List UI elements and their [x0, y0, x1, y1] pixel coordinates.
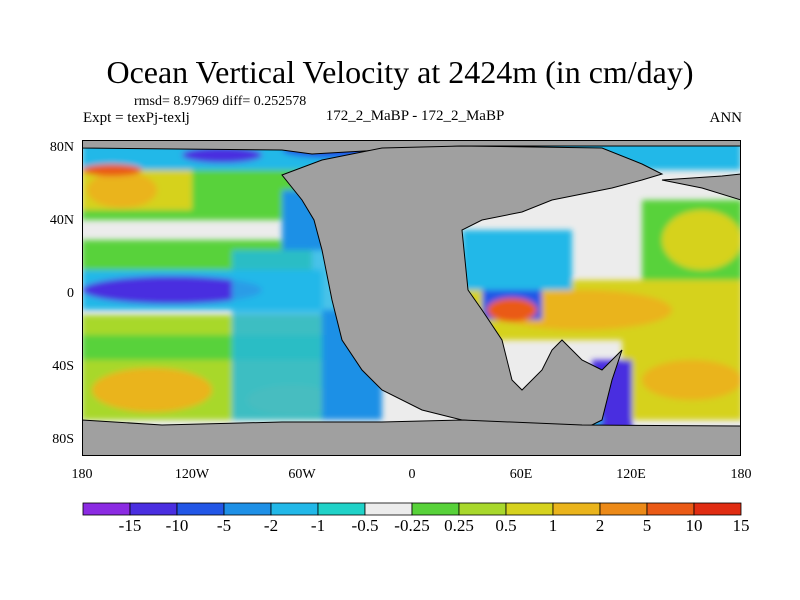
colorbar-swatch	[505, 502, 554, 516]
lon-label-180e: 180	[730, 467, 752, 482]
colorbar-label: -1	[310, 516, 326, 535]
map-frame	[82, 140, 741, 456]
colorbar-swatch	[364, 502, 413, 516]
colorbar-label: 15	[732, 516, 750, 535]
land-masses	[82, 140, 741, 456]
colorbar-swatch	[270, 502, 319, 516]
colorbar-swatch	[646, 502, 695, 516]
lat-label-40n: 40N	[49, 213, 74, 228]
colorbar-swatch	[411, 502, 460, 516]
colorbar-label: -15	[118, 516, 142, 535]
colorbar-swatch	[176, 502, 225, 516]
map-title: Ocean Vertical Velocity at 2424m (in cm/…	[106, 54, 694, 90]
case-label: 172_2_MaBP - 172_2_MaBP	[325, 108, 505, 124]
lat-label-80n: 80N	[49, 140, 74, 155]
colorbar-label: -10	[165, 516, 189, 535]
colorbar-label: 5	[642, 516, 652, 535]
lon-label-120e: 120E	[616, 467, 646, 482]
colorbar-swatch	[552, 502, 601, 516]
stats-label: rmsd= 8.97969 diff= 0.252578	[134, 94, 307, 109]
experiment-label: Expt = texPj-texlj	[83, 110, 190, 126]
lat-label-0: 0	[67, 286, 74, 301]
lat-label-80s: 80S	[52, 432, 74, 447]
colorbar-swatch	[129, 502, 178, 516]
colorbar-label: 10	[685, 516, 703, 535]
colorbar-swatch	[317, 502, 366, 516]
lon-label-60e: 60E	[509, 467, 533, 482]
colorbar-label: -0.25	[394, 516, 430, 535]
colorbar-swatch	[223, 502, 272, 516]
lon-label-0: 0	[408, 467, 416, 482]
colorbar-label: 0.5	[495, 516, 517, 535]
lon-label-120w: 120W	[174, 467, 210, 482]
colorbar-label: 1	[548, 516, 558, 535]
lon-label-180w: 180	[71, 467, 93, 482]
colorbar-label: 0.25	[444, 516, 474, 535]
colorbar-label: -2	[263, 516, 279, 535]
colorbar-label: -0.5	[351, 516, 379, 535]
colorbar-label: -5	[216, 516, 232, 535]
colorbar-label: 2	[595, 516, 605, 535]
colorbar-swatch	[599, 502, 648, 516]
colorbar-swatch	[693, 502, 742, 516]
lon-label-60w: 60W	[288, 467, 316, 482]
velocity-map	[82, 140, 741, 456]
lat-label-40s: 40S	[52, 359, 74, 374]
colorbar	[82, 502, 742, 516]
season-label: ANN	[709, 110, 743, 126]
map-panel	[82, 140, 741, 456]
colorbar-swatch	[458, 502, 507, 516]
colorbar-swatch	[82, 502, 131, 516]
